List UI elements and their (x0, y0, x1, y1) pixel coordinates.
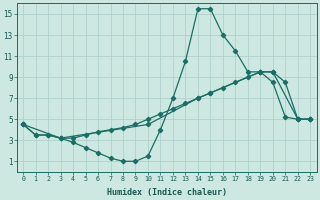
X-axis label: Humidex (Indice chaleur): Humidex (Indice chaleur) (107, 188, 227, 197)
